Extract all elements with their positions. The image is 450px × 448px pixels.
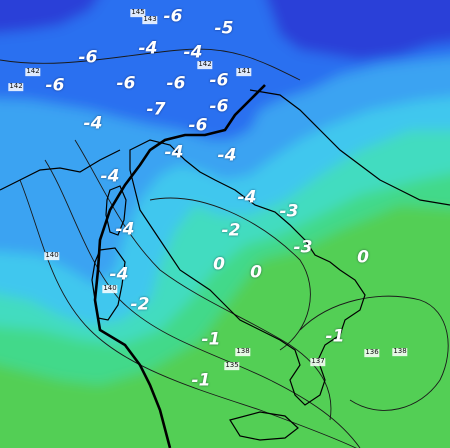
temperature-label: -6 xyxy=(166,73,186,94)
temperature-label: 0 xyxy=(213,254,225,275)
temperature-label: -4 xyxy=(237,187,257,208)
isobar-label: 142 xyxy=(25,67,41,76)
temperature-label: -2 xyxy=(130,294,150,315)
isobar-label: 140 xyxy=(44,251,60,260)
isobar-line xyxy=(0,48,301,81)
temperature-label: -6 xyxy=(45,75,65,96)
coast-sicily xyxy=(229,411,299,441)
isobar-label: 142 xyxy=(8,82,24,91)
isobar-label: 140 xyxy=(102,284,118,293)
temperature-label: -3 xyxy=(293,237,313,258)
temperature-label: 0 xyxy=(250,262,262,283)
coast-france xyxy=(0,149,121,191)
freezing-line xyxy=(93,84,266,448)
temperature-label: -4 xyxy=(217,145,237,166)
isobar-label: 136 xyxy=(364,348,380,357)
isobar-label: 142 xyxy=(197,60,213,69)
field-cold-deep-west xyxy=(0,0,97,33)
temperature-label: -2 xyxy=(221,220,241,241)
isobar-line xyxy=(74,139,332,421)
temperature-label: -1 xyxy=(201,329,221,350)
coast-adriatic xyxy=(249,89,450,206)
temperature-label: -4 xyxy=(115,219,135,240)
temperature-label: -7 xyxy=(146,99,166,120)
temperature-label: -5 xyxy=(214,18,234,39)
field-cold-deep xyxy=(267,0,450,60)
isobar-label: 135 xyxy=(224,361,240,370)
isobar-line xyxy=(149,197,311,351)
temperature-label: -4 xyxy=(100,166,120,187)
isobar-label: 138 xyxy=(392,347,408,356)
temperature-label: -4 xyxy=(164,142,184,163)
temperature-label: -1 xyxy=(325,326,345,347)
coastlines xyxy=(0,89,450,441)
temperature-label: -4 xyxy=(183,42,203,63)
temperature-label: -3 xyxy=(279,201,299,222)
temperature-label: -6 xyxy=(188,115,208,136)
temperature-label: -6 xyxy=(78,47,98,68)
temperature-label: -6 xyxy=(209,70,229,91)
isobar-line xyxy=(44,159,361,448)
temperature-label: -4 xyxy=(138,38,158,59)
temperature-label: -6 xyxy=(116,73,136,94)
isobar-label: 138 xyxy=(235,347,251,356)
temperature-label: -6 xyxy=(163,6,183,27)
temperature-label: -6 xyxy=(209,96,229,117)
isobar-label: 145 xyxy=(130,8,146,17)
isobar-line xyxy=(299,295,449,411)
temperature-label: -4 xyxy=(109,264,129,285)
coast-sardinia xyxy=(91,247,126,321)
temperature-label: 0 xyxy=(357,247,369,268)
isobar-label: 137 xyxy=(310,357,326,366)
isobar-label: 141 xyxy=(236,67,252,76)
isobar-label: 143 xyxy=(142,15,158,24)
coast-italy xyxy=(129,139,366,406)
temperature-label: -1 xyxy=(191,370,211,391)
temperature-label: -4 xyxy=(83,113,103,134)
